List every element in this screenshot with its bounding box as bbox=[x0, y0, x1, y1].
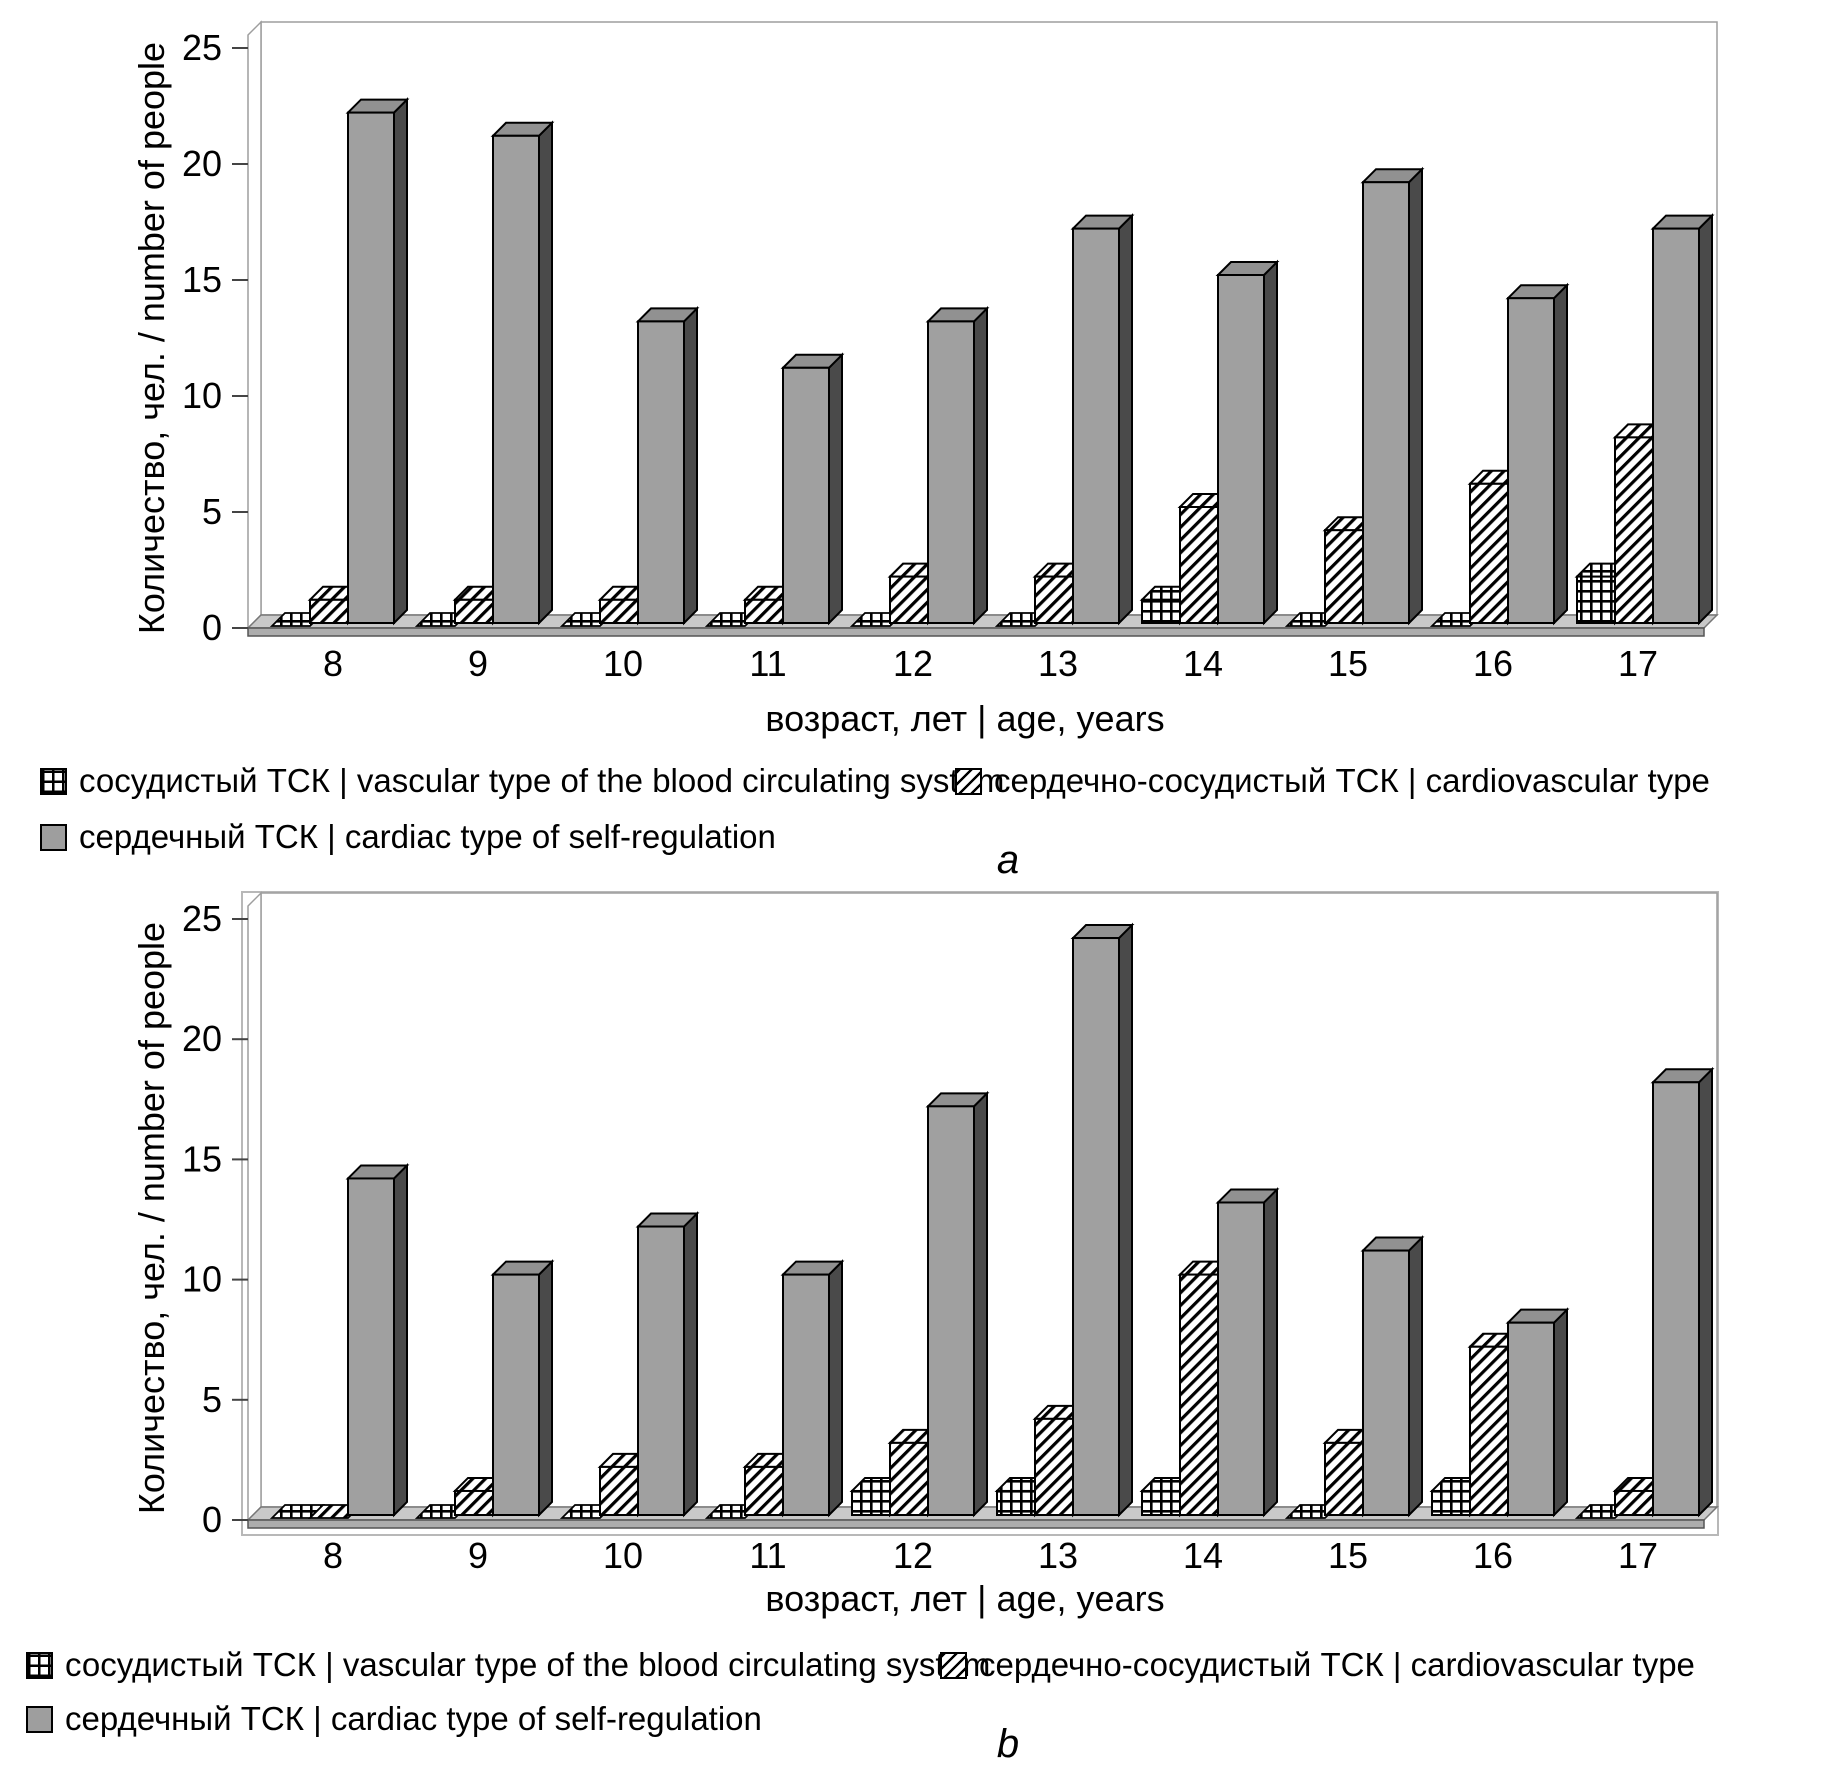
panel-label-a: a bbox=[996, 838, 1020, 882]
x-tick-label: 11 bbox=[749, 1535, 786, 1576]
bar-a-solid-age16 bbox=[1505, 282, 1570, 626]
y-tick-label: 25 bbox=[182, 898, 222, 939]
x-axis-title: возраст, лет | age, years bbox=[765, 1578, 1165, 1619]
y-tick-label: 25 bbox=[182, 27, 222, 68]
bar-b-solid-age10 bbox=[635, 1211, 700, 1518]
y-tick-label: 0 bbox=[202, 1499, 222, 1540]
legend-label: сосудистый ТСК | vascular type of the bl… bbox=[65, 1646, 991, 1683]
legend-item-cardiovascular: сердечно-сосудистый ТСК | cardiovascular… bbox=[955, 762, 1710, 800]
bar-b-solid-age17 bbox=[1650, 1066, 1715, 1518]
legend-label: сердечный ТСК | cardiac type of self-reg… bbox=[65, 1700, 762, 1737]
bar-a-solid-age15 bbox=[1360, 166, 1425, 626]
x-axis-title: возраст, лет | age, years bbox=[765, 698, 1165, 739]
bar-b-solid-age16 bbox=[1505, 1307, 1570, 1518]
x-tick-label: 8 bbox=[323, 643, 343, 684]
x-tick-label: 13 bbox=[1038, 643, 1078, 684]
legend-swatch-hatch-icon bbox=[955, 767, 982, 795]
bar-a-solid-age17 bbox=[1650, 213, 1715, 626]
bar-a-solid-age9 bbox=[490, 120, 555, 626]
x-tick-label: 11 bbox=[749, 643, 786, 684]
x-tick-label: 15 bbox=[1328, 1535, 1368, 1576]
y-tick-label: 10 bbox=[182, 375, 222, 416]
y-tick-label: 5 bbox=[202, 1379, 222, 1420]
y-tick-label: 15 bbox=[182, 1138, 222, 1179]
x-tick-label: 10 bbox=[603, 643, 643, 684]
bar-a-solid-age13 bbox=[1070, 213, 1135, 626]
legend-label: сердечный ТСК | cardiac type of self-reg… bbox=[79, 818, 776, 855]
bar-a-solid-age11 bbox=[780, 352, 845, 626]
legend-swatch-grid-icon bbox=[26, 1651, 53, 1679]
bar-b-solid-age14 bbox=[1215, 1187, 1280, 1518]
legend-label: сердечно-сосудистый ТСК | cardiovascular… bbox=[994, 762, 1710, 799]
bar-b-solid-age15 bbox=[1360, 1235, 1425, 1518]
legend-swatch-grid-icon bbox=[40, 767, 67, 795]
legend-item-cardiovascular: сердечно-сосудистый ТСК | cardiovascular… bbox=[940, 1646, 1695, 1684]
x-tick-label: 14 bbox=[1183, 643, 1223, 684]
chart-a-plot-area: 0 5 10 15 20 25 8 9 10 11 12 13 14 15 16 17 bbox=[182, 20, 1719, 684]
x-tick-label: 12 bbox=[893, 643, 933, 684]
x-tick-label: 9 bbox=[468, 643, 488, 684]
x-tick-label: 9 bbox=[468, 1535, 488, 1576]
legend-swatch-hatch-icon bbox=[940, 1651, 967, 1679]
x-tick-label: 16 bbox=[1473, 643, 1513, 684]
bar-b-solid-age9 bbox=[490, 1259, 555, 1518]
x-tick-label: 8 bbox=[323, 1535, 343, 1576]
y-tick-label: 10 bbox=[182, 1259, 222, 1300]
legend-item-cardiac: сердечный ТСК | cardiac type of self-reg… bbox=[40, 818, 776, 856]
chart-b-plot-area: 0 5 10 15 20 25 8 9 10 11 12 13 14 15 16 17 bbox=[182, 891, 1719, 1576]
legend-label: сердечно-сосудистый ТСК | cardiovascular… bbox=[979, 1646, 1695, 1683]
x-tick-label: 13 bbox=[1038, 1535, 1078, 1576]
bar-a-solid-age10 bbox=[635, 305, 700, 626]
bar-b-solid-age12 bbox=[925, 1090, 990, 1518]
y-tick-label: 20 bbox=[182, 143, 222, 184]
legend-item-cardiac: сердечный ТСК | cardiac type of self-reg… bbox=[26, 1700, 762, 1738]
bar-b-solid-age11 bbox=[780, 1259, 845, 1518]
y-axis-title: Количество, чел. / number of people bbox=[131, 41, 172, 635]
x-tick-label: 12 bbox=[893, 1535, 933, 1576]
y-tick-label: 5 bbox=[202, 491, 222, 532]
x-tick-label: 15 bbox=[1328, 643, 1368, 684]
bar-a-solid-age12 bbox=[925, 305, 990, 626]
x-tick-label: 17 bbox=[1618, 643, 1658, 684]
y-tick-label: 15 bbox=[182, 259, 222, 300]
x-tick-label: 14 bbox=[1183, 1535, 1223, 1576]
bar-b-solid-age13 bbox=[1070, 922, 1135, 1518]
bar-b-solid-age8 bbox=[345, 1163, 410, 1518]
y-tick-label: 0 bbox=[202, 607, 222, 648]
x-tick-label: 17 bbox=[1618, 1535, 1658, 1576]
legend-item-vascular: сосудистый ТСК | vascular type of the bl… bbox=[40, 762, 1004, 800]
legend-swatch-solid-icon bbox=[26, 1705, 53, 1733]
y-axis-title: Количество, чел. / number of people bbox=[131, 921, 172, 1515]
bar-a-solid-age14 bbox=[1215, 259, 1280, 626]
legend-label: сосудистый ТСК | vascular type of the bl… bbox=[79, 762, 1005, 799]
legend-item-vascular: сосудистый ТСК | vascular type of the bl… bbox=[26, 1646, 990, 1684]
x-tick-label: 10 bbox=[603, 1535, 643, 1576]
y-tick-label: 20 bbox=[182, 1018, 222, 1059]
legend-swatch-solid-icon bbox=[40, 823, 67, 851]
bar-a-solid-age8 bbox=[345, 97, 410, 626]
panel-label-b: b bbox=[996, 1722, 1020, 1766]
x-tick-label: 16 bbox=[1473, 1535, 1513, 1576]
